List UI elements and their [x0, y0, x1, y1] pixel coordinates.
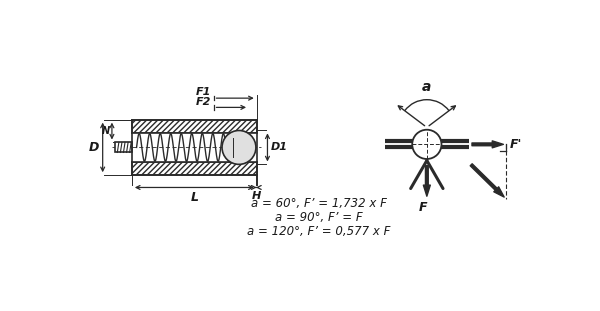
Text: H: H [251, 191, 261, 201]
Text: F1: F1 [196, 87, 211, 97]
Text: a = 60°, F’ = 1,732 x F: a = 60°, F’ = 1,732 x F [251, 197, 387, 210]
Bar [115, 142, 132, 152]
Bar [132, 133, 257, 162]
Text: L: L [190, 191, 199, 204]
Text: a: a [422, 80, 431, 94]
Bar [132, 120, 257, 133]
Text: D: D [89, 141, 100, 154]
Text: D1: D1 [271, 142, 287, 152]
Text: a = 120°, F’ = 0,577 x F: a = 120°, F’ = 0,577 x F [247, 225, 391, 238]
Text: N: N [102, 126, 110, 136]
Text: F: F [419, 201, 427, 214]
Circle shape [222, 131, 256, 165]
Bar [132, 162, 257, 175]
Circle shape [412, 130, 442, 159]
Text: F2: F2 [196, 97, 211, 107]
Text: a = 90°, F’ = F: a = 90°, F’ = F [275, 211, 363, 224]
Text: F': F' [509, 138, 521, 151]
